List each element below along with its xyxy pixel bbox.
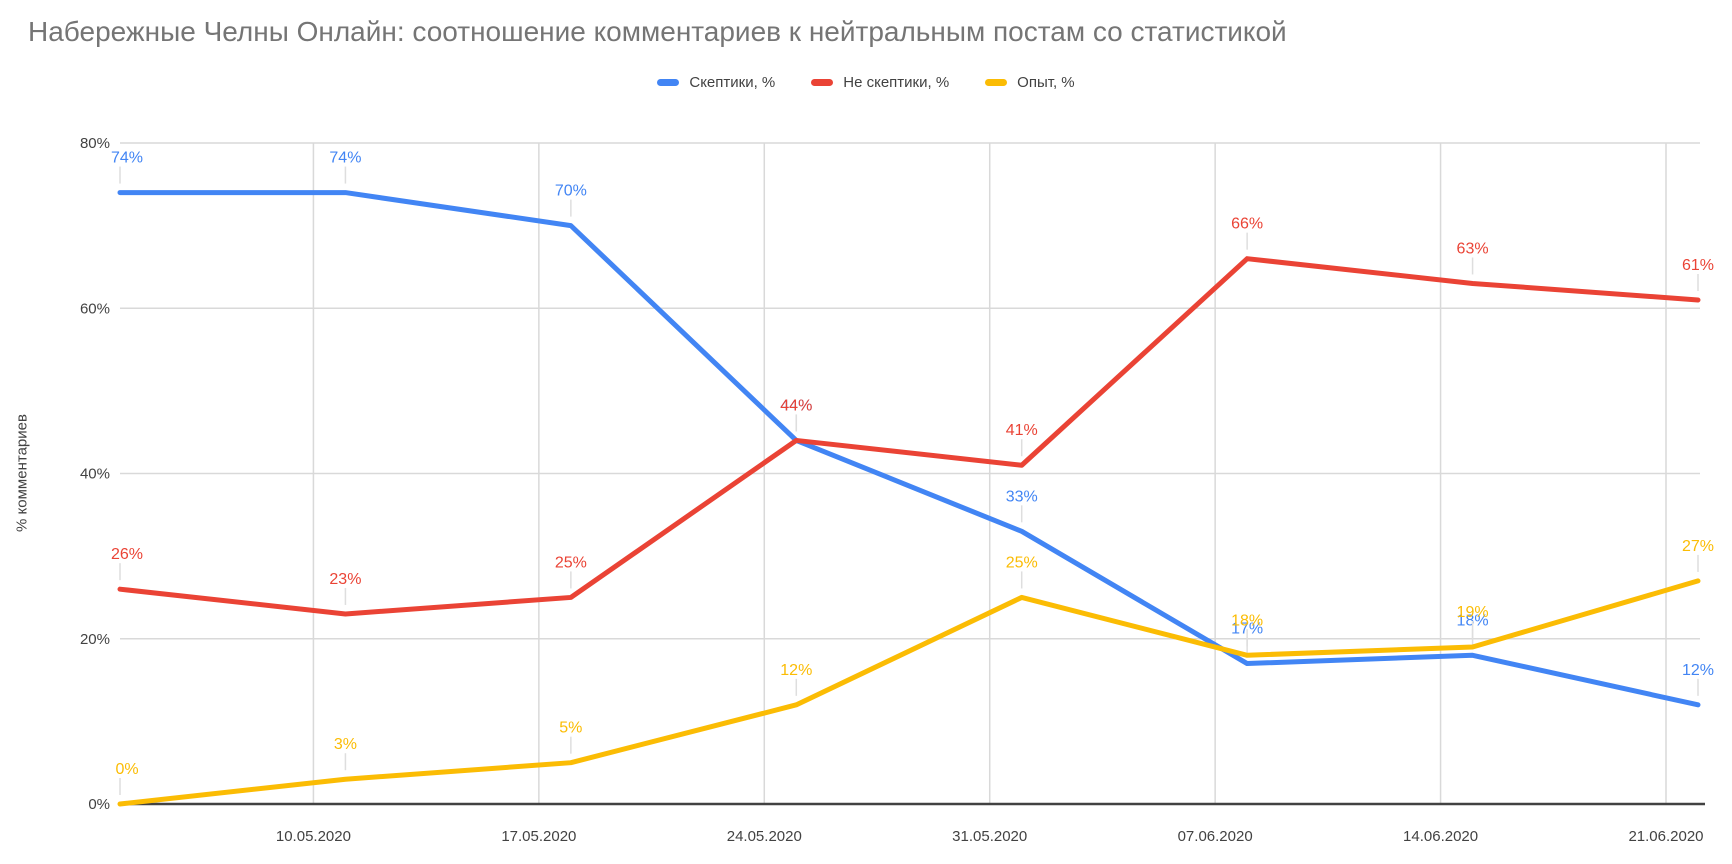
series-line	[117, 256, 1701, 617]
data-label: 66%	[1231, 216, 1263, 233]
chart-title: Набережные Челны Онлайн: соотношение ком…	[28, 16, 1287, 47]
data-label: 25%	[1006, 554, 1038, 571]
data-label: 0%	[115, 761, 138, 778]
data-label: 74%	[329, 150, 361, 167]
legend-item-1: Не скептики, %	[811, 74, 949, 91]
series-2: 0%3%5%12%25%18% 19%27%	[115, 538, 1714, 807]
data-label: 17%	[1231, 621, 1263, 638]
legend-item-label: Не скептики, %	[843, 74, 950, 91]
data-label: 25%	[555, 554, 587, 571]
data-label: 44%	[780, 397, 812, 414]
legend-item-0: Скептики, %	[657, 74, 775, 91]
legend-swatch-icon	[811, 79, 834, 86]
legend-item-2: Опыт, %	[985, 74, 1075, 91]
data-label: 74%	[111, 150, 143, 167]
series-0: 74% 74%70%44%33%17% 18%12%	[111, 150, 1714, 708]
data-label: 70%	[555, 183, 587, 200]
series-line	[117, 578, 1701, 807]
y-tick-label: 60%	[80, 300, 110, 317]
horizontal-gridlines	[120, 142, 1700, 640]
y-tick-label: 20%	[80, 631, 110, 648]
data-label: 33%	[1006, 488, 1038, 505]
x-tick-label: 24.05.2020	[727, 828, 802, 845]
data-label: 12%	[1682, 662, 1714, 679]
data-label: 5%	[559, 720, 582, 737]
legend-item-label: Опыт, %	[1017, 74, 1075, 91]
y-axis-title: % комментариев	[13, 414, 31, 532]
y-axis-tick-labels: 0% 20% 40% 60% 80%	[80, 135, 110, 813]
data-label: 26%	[111, 546, 143, 563]
data-label: 27%	[1682, 538, 1714, 555]
data-label: 12%	[780, 662, 812, 679]
vertical-gridlines	[312, 143, 1667, 804]
y-tick-label: 0%	[88, 796, 110, 813]
data-label: 18%	[1457, 612, 1489, 629]
data-label: 23%	[329, 571, 361, 588]
series-line	[117, 190, 1701, 708]
legend-item-label: Скептики, %	[689, 74, 776, 91]
x-tick-label: 07.06.2020	[1178, 828, 1253, 845]
data-label: 61%	[1682, 257, 1714, 274]
y-tick-label: 40%	[80, 466, 110, 483]
data-label: 44%	[780, 397, 812, 414]
data-label: 63%	[1457, 240, 1489, 257]
legend: Скептики, % Не скептики, % Опыт, %	[0, 74, 1732, 91]
x-axis-tick-labels: 10.05.2020 17.05.2020 24.05.2020 31.05.2020…	[276, 828, 1704, 845]
x-tick-label: 14.06.2020	[1403, 828, 1478, 845]
legend-swatch-icon	[985, 79, 1008, 86]
x-tick-label: 21.06.2020	[1628, 828, 1703, 845]
y-tick-label: 80%	[80, 135, 110, 152]
series-1: 26% 23% 25% 44% 41% 66% 63% 61%	[111, 216, 1714, 617]
x-tick-label: 10.05.2020	[276, 828, 351, 845]
data-label: 41%	[1006, 422, 1038, 439]
legend-swatch-icon	[657, 79, 680, 86]
data-label: 19%	[1457, 604, 1489, 621]
x-tick-label: 17.05.2020	[501, 828, 576, 845]
data-label: 18%	[1231, 612, 1263, 629]
data-label: 3%	[334, 736, 357, 753]
x-tick-label: 31.05.2020	[952, 828, 1027, 845]
